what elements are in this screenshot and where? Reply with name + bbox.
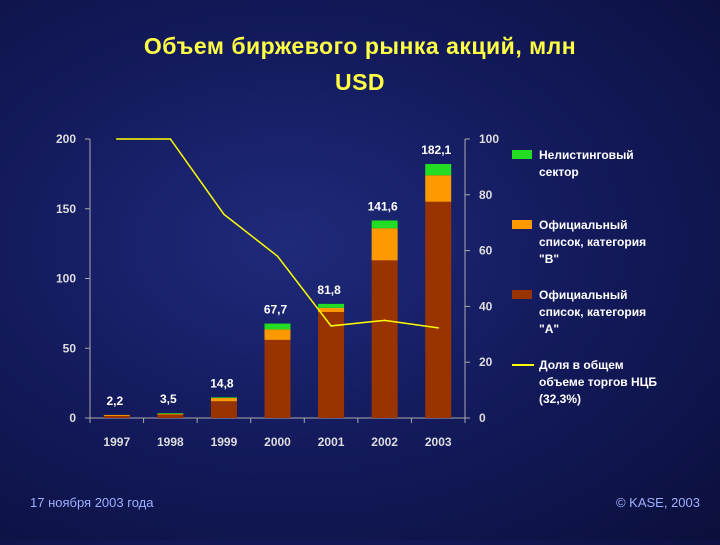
bar-total-label: 3,5 — [160, 392, 177, 406]
legend-label: Доля в общем объеме торгов НЦБ (32,3%) — [539, 358, 657, 406]
bar-total-label: 81,8 — [317, 283, 341, 297]
footer-copyright: © KASE, 2003 — [615, 495, 700, 510]
share-line-point — [223, 213, 225, 216]
right-tick-label: 40 — [479, 299, 493, 313]
bar-total-label: 141,6 — [368, 199, 398, 213]
bar-segment-a — [318, 311, 345, 418]
bar-segment-a — [103, 415, 130, 418]
bar-segment-nelisting — [318, 303, 345, 308]
legend-label: Официальный список, категория "A" — [539, 288, 646, 336]
legend-label-line: "A" — [539, 322, 559, 336]
right-tick-label: 60 — [479, 244, 493, 258]
chart-title: Объем биржевого рынка акций, млн USD — [143, 33, 577, 95]
x-tick-label: 2000 — [264, 435, 291, 449]
bar-segment-a — [210, 401, 237, 418]
right-tick-label: 80 — [479, 188, 493, 202]
bar-total-label: 67,7 — [264, 303, 288, 317]
left-tick-label: 50 — [63, 341, 77, 355]
bar-segment-nelisting — [371, 220, 398, 229]
bar-segment-nelisting — [425, 163, 452, 176]
share-line-point — [330, 325, 332, 327]
bar-segment-b — [210, 398, 237, 402]
x-tick-label: 1997 — [103, 435, 130, 449]
bar-segment-a — [264, 339, 291, 418]
x-tick-label: 1999 — [211, 435, 238, 449]
bar-segment-b — [371, 228, 398, 261]
legend-label-line: Официальный — [539, 218, 628, 232]
share-line-point — [437, 327, 440, 329]
share-line-point — [383, 319, 386, 322]
bar-segment-a — [371, 260, 398, 418]
right-tick-label: 20 — [479, 355, 493, 369]
legend-label-line: (32,3%) — [539, 392, 581, 406]
share-line-point — [276, 255, 279, 257]
legend-label: Нелистинговый сектор — [539, 148, 634, 179]
legend-label: Официальный список, категория "B" — [539, 218, 646, 266]
right-tick-label: 100 — [479, 132, 499, 146]
bar-total-label: 14,8 — [210, 376, 234, 390]
x-tick-label: 2002 — [371, 435, 398, 449]
bar-segment-nelisting — [157, 413, 184, 414]
share-line-point — [115, 138, 118, 140]
share-line-point — [169, 138, 172, 140]
bar-total-label: 182,1 — [421, 143, 451, 157]
x-tick-label: 2001 — [318, 435, 345, 449]
bar-total-label: 2,2 — [106, 394, 123, 408]
footer-date: 17 ноября 2003 года — [30, 495, 154, 510]
legend-label-line: список, категория — [539, 305, 646, 319]
legend-label-line: сектор — [539, 165, 579, 179]
legend-label-line: "B" — [539, 252, 559, 266]
bar-segment-b — [264, 329, 291, 340]
x-tick-label: 1998 — [157, 435, 184, 449]
left-tick-label: 0 — [69, 411, 76, 425]
left-tick-label: 200 — [56, 132, 76, 146]
legend-label-line: Официальный — [539, 288, 628, 302]
left-tick-label: 100 — [56, 272, 76, 286]
legend-label-line: Нелистинговый — [539, 148, 634, 162]
x-tick-label: 2003 — [425, 435, 452, 449]
legend-label-line: список, категория — [539, 235, 646, 249]
bar-segment-b — [425, 175, 452, 202]
legend-swatch-nelisting — [512, 150, 532, 159]
bar-segment-a — [425, 201, 452, 418]
legend-label-line: Доля в общем — [539, 358, 624, 372]
legend-swatch-b — [512, 220, 532, 229]
right-tick-label: 0 — [479, 411, 486, 425]
bar-segment-nelisting — [264, 323, 291, 330]
left-tick-label: 150 — [56, 202, 76, 216]
legend-label-line: объеме торгов НЦБ — [539, 375, 657, 389]
bar-segment-b — [103, 414, 130, 416]
bar-segment-nelisting — [210, 397, 237, 399]
bar-segment-b — [318, 307, 345, 312]
legend-swatch-a — [512, 290, 532, 299]
bar-segment-b — [157, 413, 184, 415]
bar-segment-a — [157, 414, 184, 418]
